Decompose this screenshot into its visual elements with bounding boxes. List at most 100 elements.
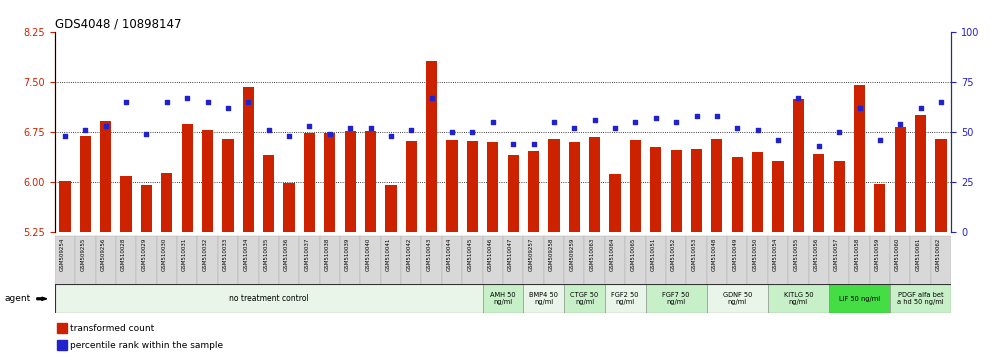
- Text: GSM510039: GSM510039: [346, 237, 351, 270]
- Text: GSM510038: GSM510038: [325, 237, 330, 270]
- FancyBboxPatch shape: [585, 236, 605, 285]
- Point: [587, 117, 603, 123]
- Text: FGF7 50
ng/ml: FGF7 50 ng/ml: [662, 292, 690, 305]
- FancyBboxPatch shape: [544, 236, 564, 285]
- Bar: [793, 98, 804, 232]
- Point: [281, 133, 297, 139]
- Point: [791, 95, 807, 101]
- Bar: [854, 85, 866, 232]
- Text: GSM510030: GSM510030: [161, 237, 167, 270]
- Bar: [487, 142, 498, 232]
- FancyBboxPatch shape: [564, 236, 585, 285]
- FancyBboxPatch shape: [707, 284, 768, 313]
- FancyBboxPatch shape: [850, 236, 870, 285]
- FancyBboxPatch shape: [136, 236, 156, 285]
- FancyBboxPatch shape: [727, 236, 747, 285]
- Point: [505, 141, 521, 147]
- FancyBboxPatch shape: [931, 236, 951, 285]
- FancyBboxPatch shape: [645, 236, 666, 285]
- Text: agent: agent: [5, 294, 31, 303]
- Bar: [57, 323, 67, 333]
- Point: [485, 119, 501, 125]
- FancyBboxPatch shape: [666, 236, 686, 285]
- FancyBboxPatch shape: [686, 236, 707, 285]
- Text: GSM510058: GSM510058: [855, 237, 860, 270]
- FancyBboxPatch shape: [768, 236, 788, 285]
- Bar: [549, 138, 560, 232]
- Point: [261, 127, 277, 133]
- Point: [750, 127, 766, 133]
- Text: GSM510031: GSM510031: [182, 237, 187, 270]
- Bar: [57, 340, 67, 350]
- FancyBboxPatch shape: [75, 236, 96, 285]
- Text: GSM510037: GSM510037: [305, 237, 310, 270]
- FancyBboxPatch shape: [870, 236, 890, 285]
- Text: GSM510065: GSM510065: [630, 237, 635, 270]
- Point: [852, 105, 868, 111]
- Point: [668, 119, 684, 125]
- FancyBboxPatch shape: [462, 236, 483, 285]
- FancyBboxPatch shape: [238, 236, 259, 285]
- FancyBboxPatch shape: [605, 236, 625, 285]
- Point: [464, 129, 480, 135]
- Point: [627, 119, 643, 125]
- Bar: [446, 140, 457, 232]
- Text: GSM510036: GSM510036: [284, 237, 289, 270]
- Bar: [569, 142, 580, 232]
- Bar: [385, 184, 396, 232]
- Text: GSM510028: GSM510028: [122, 237, 126, 270]
- Text: GSM510047: GSM510047: [508, 237, 513, 270]
- FancyBboxPatch shape: [218, 236, 238, 285]
- FancyBboxPatch shape: [788, 236, 809, 285]
- Text: KITLG 50
ng/ml: KITLG 50 ng/ml: [784, 292, 813, 305]
- Text: GSM510052: GSM510052: [671, 237, 676, 270]
- Bar: [101, 120, 112, 232]
- Point: [240, 99, 256, 105]
- Bar: [243, 87, 254, 232]
- Point: [444, 129, 460, 135]
- Bar: [670, 150, 681, 232]
- Text: GSM509257: GSM509257: [529, 237, 534, 270]
- FancyBboxPatch shape: [55, 236, 75, 285]
- Point: [78, 127, 94, 133]
- FancyBboxPatch shape: [809, 236, 829, 285]
- FancyBboxPatch shape: [503, 236, 523, 285]
- FancyBboxPatch shape: [523, 236, 544, 285]
- Bar: [629, 140, 641, 232]
- Bar: [80, 136, 91, 232]
- FancyBboxPatch shape: [910, 236, 931, 285]
- Bar: [732, 156, 743, 232]
- Point: [709, 113, 725, 119]
- Bar: [711, 138, 722, 232]
- Bar: [405, 141, 417, 232]
- FancyBboxPatch shape: [483, 284, 523, 313]
- Point: [220, 105, 236, 111]
- Text: GSM510042: GSM510042: [406, 237, 411, 270]
- FancyBboxPatch shape: [829, 284, 890, 313]
- Text: GSM510064: GSM510064: [610, 237, 616, 270]
- Bar: [60, 181, 71, 232]
- Text: GDNF 50
ng/ml: GDNF 50 ng/ml: [722, 292, 752, 305]
- Text: GSM509254: GSM509254: [60, 237, 65, 270]
- FancyBboxPatch shape: [523, 284, 564, 313]
- Text: GSM510032: GSM510032: [202, 237, 207, 270]
- FancyBboxPatch shape: [259, 236, 279, 285]
- Bar: [181, 124, 193, 232]
- Text: GSM510053: GSM510053: [691, 237, 696, 270]
- Text: GSM510046: GSM510046: [488, 237, 493, 270]
- Bar: [263, 155, 274, 232]
- Text: GSM510029: GSM510029: [141, 237, 146, 270]
- Point: [302, 123, 318, 129]
- Bar: [202, 130, 213, 232]
- Point: [729, 125, 745, 131]
- Point: [57, 133, 73, 139]
- Bar: [467, 141, 478, 232]
- Text: GSM510061: GSM510061: [915, 237, 920, 270]
- Point: [647, 115, 663, 121]
- Point: [179, 95, 195, 101]
- Point: [892, 121, 908, 127]
- Text: GSM510057: GSM510057: [834, 237, 839, 270]
- FancyBboxPatch shape: [340, 236, 361, 285]
- Bar: [773, 160, 784, 232]
- Text: GSM509258: GSM509258: [549, 237, 554, 270]
